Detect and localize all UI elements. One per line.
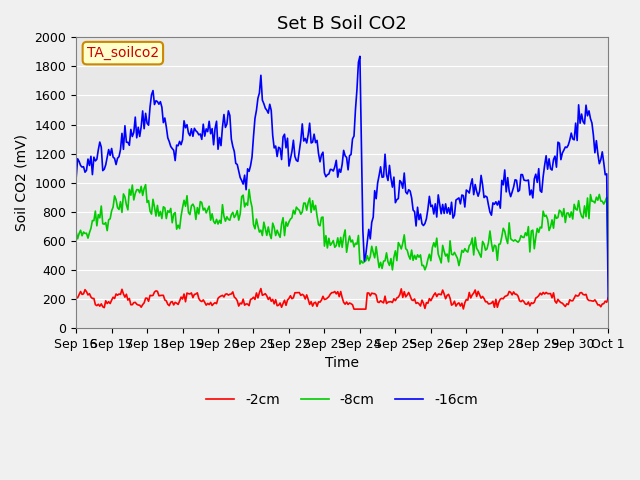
-2cm	[72, 295, 80, 301]
-8cm	[604, 267, 612, 273]
Text: TA_soilco2: TA_soilco2	[87, 46, 159, 60]
-16cm	[541, 162, 548, 168]
-2cm	[87, 294, 95, 300]
-16cm	[356, 53, 364, 59]
-8cm	[72, 229, 80, 235]
Line: -16cm: -16cm	[76, 56, 608, 299]
-8cm	[408, 247, 415, 253]
-2cm	[542, 289, 550, 295]
X-axis label: Time: Time	[325, 356, 359, 370]
-8cm	[142, 182, 150, 188]
-2cm	[408, 297, 415, 303]
Title: Set B Soil CO2: Set B Soil CO2	[277, 15, 407, 33]
-2cm	[604, 295, 612, 300]
-2cm	[257, 286, 265, 291]
Line: -2cm: -2cm	[76, 288, 608, 309]
-16cm	[394, 196, 402, 202]
-8cm	[87, 226, 95, 231]
-16cm	[87, 154, 95, 159]
-8cm	[542, 212, 550, 218]
-8cm	[173, 226, 180, 232]
-8cm	[377, 260, 385, 265]
-2cm	[172, 300, 179, 305]
-16cm	[406, 188, 414, 194]
-16cm	[377, 164, 385, 170]
Y-axis label: Soil CO2 (mV): Soil CO2 (mV)	[15, 134, 29, 231]
-8cm	[388, 267, 396, 273]
Legend: -2cm, -8cm, -16cm: -2cm, -8cm, -16cm	[201, 387, 484, 412]
Line: -8cm: -8cm	[76, 185, 608, 270]
-2cm	[350, 306, 358, 312]
-2cm	[378, 299, 386, 305]
-16cm	[172, 158, 179, 164]
-16cm	[72, 175, 80, 181]
-2cm	[396, 292, 404, 298]
-8cm	[396, 242, 404, 248]
-16cm	[604, 296, 612, 302]
